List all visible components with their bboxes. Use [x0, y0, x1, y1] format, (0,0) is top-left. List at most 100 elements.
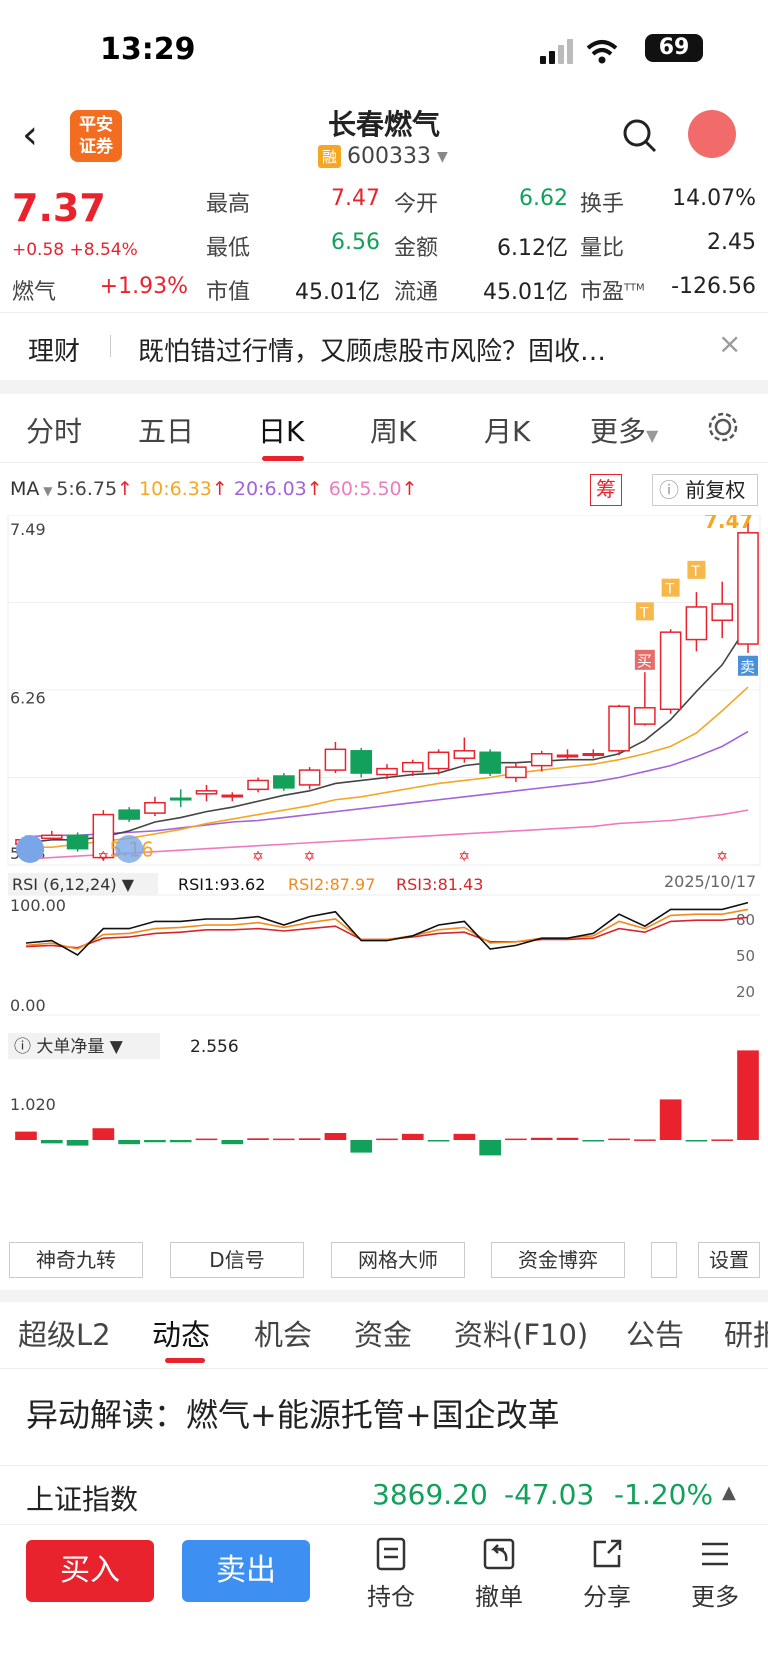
btab-opportunity[interactable]: 机会: [254, 1318, 313, 1352]
btab-news[interactable]: 动态: [152, 1318, 211, 1352]
flow-bar: [659, 1099, 682, 1140]
rsi-axis-50: 50: [736, 947, 755, 965]
func-d-signal[interactable]: D信号: [170, 1242, 304, 1278]
btab-research[interactable]: 研报: [724, 1318, 768, 1352]
chip-button[interactable]: 筹: [590, 474, 622, 506]
candle-body: [40, 834, 63, 840]
rsi3-legend: RSI3:81.43: [396, 875, 483, 894]
flow-bar: [169, 1140, 192, 1143]
rsi1-legend: RSI1:93.62: [178, 875, 265, 894]
sell-button[interactable]: 卖出: [182, 1540, 310, 1602]
sector-pct: +1.93%: [99, 274, 188, 299]
avatar[interactable]: [688, 110, 736, 158]
flow-bar: [582, 1140, 605, 1142]
news-banner[interactable]: 理财 既怕错过行情，又顾虑股市风险？固收… ×: [0, 312, 768, 380]
section-divider: [0, 380, 768, 394]
drag-handle-icon: [115, 835, 144, 863]
index-change: -47.03: [504, 1478, 595, 1511]
sell-signal-label: 卖: [740, 658, 755, 676]
stock-name: 长春燃气: [327, 108, 440, 141]
flow-bar: [221, 1140, 244, 1145]
share-button[interactable]: 分享: [572, 1537, 642, 1612]
flow-bar: [15, 1131, 37, 1140]
low-label: 最低: [206, 236, 251, 261]
tab-5day[interactable]: 五日: [138, 415, 195, 448]
status-time: 13:29: [100, 32, 196, 67]
index-value: 3869.20: [372, 1478, 488, 1511]
rsi-axis-bottom: 0.00: [10, 996, 46, 1015]
tab-monthly-k[interactable]: 月K: [484, 415, 531, 448]
close-icon[interactable]: ×: [718, 327, 742, 360]
margin-tag: 融: [318, 145, 342, 168]
candle-body: [273, 775, 295, 789]
candle-body: [401, 761, 424, 773]
price-axis-max: 7.49: [10, 520, 46, 539]
caret-up-icon[interactable]: ▲: [722, 1482, 736, 1503]
flow-bar: [427, 1140, 450, 1142]
tab-weekly-k[interactable]: 周K: [370, 415, 417, 448]
news-divider: [110, 335, 111, 357]
back-icon[interactable]: ‹: [22, 112, 38, 158]
amount-label: 金额: [394, 236, 439, 261]
stock-code-selector[interactable]: 融 600333 ▼: [318, 144, 448, 169]
candle-body: [298, 769, 321, 786]
func-settings[interactable]: 设置: [698, 1242, 760, 1278]
settings-gear-icon[interactable]: [706, 410, 740, 444]
ma60-line: [25, 809, 749, 860]
search-icon[interactable]: [622, 118, 658, 154]
btab-fund[interactable]: 资金: [354, 1318, 413, 1352]
candle-body: [530, 753, 553, 767]
high-label: 最高: [206, 192, 251, 217]
flow-bar: [685, 1140, 708, 1142]
volratio-label: 量比: [580, 236, 625, 261]
tab-intraday[interactable]: 分时: [26, 415, 83, 448]
low-value: 6.56: [331, 230, 380, 255]
btab-l2[interactable]: 超级L2: [18, 1318, 111, 1352]
candle-body: [608, 705, 630, 752]
adjust-button[interactable]: ⓘ 前复权: [652, 474, 758, 506]
func-magic-nine[interactable]: 神奇九转: [9, 1242, 143, 1278]
btab-announce[interactable]: 公告: [626, 1318, 685, 1352]
ma60-legend: 60:5.50: [328, 478, 402, 500]
rsi2-line: [25, 908, 749, 950]
more-button[interactable]: 更多: [680, 1537, 750, 1612]
ma-legend[interactable]: MA ▼ 5:6.75↑ 10:6.33↑ 20:6.03↑ 60:5.50↑: [10, 478, 418, 500]
candle-body: [556, 754, 579, 758]
index-name: 上证指数: [26, 1483, 139, 1516]
price-axis-mid: 6.26: [10, 688, 46, 707]
func-grid-master[interactable]: 网格大师: [331, 1242, 465, 1278]
flow-bar: [92, 1128, 115, 1140]
candle-body: [479, 751, 501, 774]
candle-body: [634, 707, 656, 725]
tab-daily-k[interactable]: 日K: [258, 415, 305, 448]
flow-bar: [118, 1140, 140, 1145]
flow-label: ⓘ 大单净量 ▼: [14, 1037, 124, 1057]
btab-f10[interactable]: 资料(F10): [454, 1318, 589, 1352]
share-icon: [593, 1539, 622, 1568]
flow-bar: [273, 1138, 295, 1141]
candle-body: [685, 606, 708, 641]
buy-signal-label: 买: [637, 652, 652, 670]
hold-button[interactable]: 持仓: [356, 1537, 426, 1612]
tab-more[interactable]: 更多▼: [590, 415, 659, 448]
cancel-order-button[interactable]: 撤单: [464, 1537, 534, 1612]
rsi1-line: [25, 901, 749, 956]
func-more[interactable]: [651, 1242, 677, 1278]
headline[interactable]: 异动解读：燃气+能源托管+国企改革: [26, 1396, 560, 1434]
battery-icon: 69: [645, 34, 703, 62]
index-bar[interactable]: 上证指数 3869.20 -47.03 -1.20% ▲: [0, 1465, 768, 1523]
rsi-axis-top: 100.00: [10, 896, 66, 915]
event-star-icon: ✡: [458, 849, 470, 865]
buy-button[interactable]: 买入: [26, 1540, 154, 1602]
flow-label-bg: [8, 1033, 160, 1059]
price-change: +0.58 +8.54%: [12, 240, 138, 260]
rsi-label-bg: [8, 873, 158, 895]
menu-icon: [702, 1542, 728, 1566]
tab-bottom-border: [0, 462, 768, 463]
flow-bar: [144, 1140, 166, 1143]
candle-body: [711, 603, 734, 622]
candle-body: [582, 753, 605, 757]
expand-left-icon: [16, 835, 44, 863]
func-fund-game[interactable]: 资金博弈: [491, 1242, 625, 1278]
kline-chart[interactable]: 7.496.265.137.475.16TTT买卖✡✡✡✡✡2025/09/01…: [0, 515, 768, 1275]
